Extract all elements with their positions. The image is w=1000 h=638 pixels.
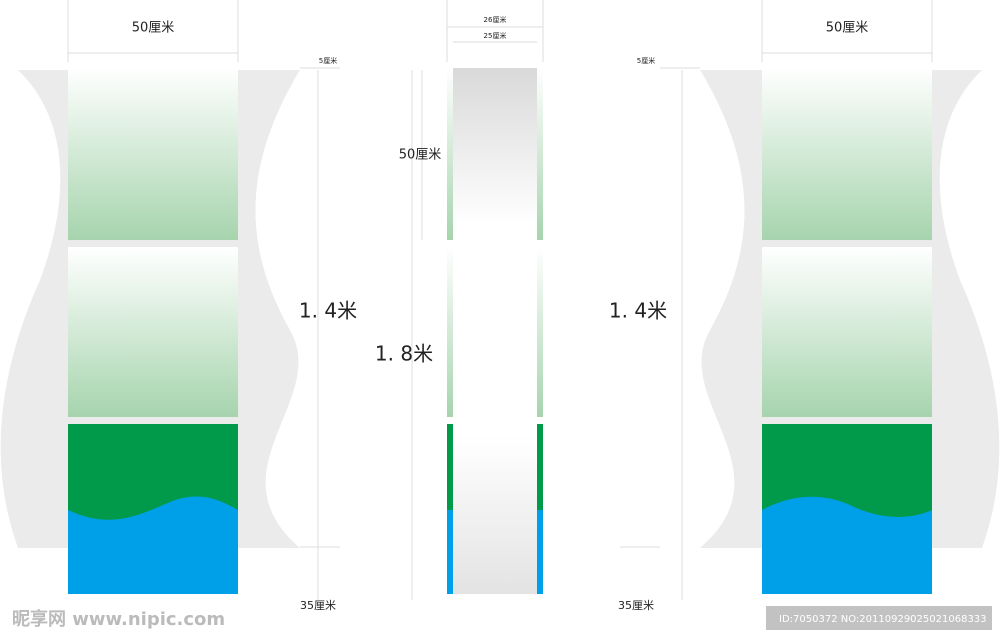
center-panel bbox=[447, 68, 543, 594]
outer-width-label: 26厘米 bbox=[484, 15, 507, 24]
bottom-label: 35厘米 bbox=[618, 599, 654, 612]
right-panel bbox=[762, 68, 932, 594]
margin-label: 5厘米 bbox=[319, 56, 337, 65]
margin-label: 5厘米 bbox=[637, 56, 655, 65]
right-silhouette-cut bbox=[660, 70, 745, 548]
watermark-id: ID:7050372 NO:20110929025021068333 bbox=[779, 614, 987, 625]
height-label: 1. 8米 bbox=[375, 342, 433, 366]
bottom-label: 35厘米 bbox=[300, 599, 336, 612]
left-silhouette-cut bbox=[255, 70, 340, 548]
watermark-bg bbox=[766, 606, 992, 630]
watermark-logo: 昵享网 www.nipic.com bbox=[12, 608, 225, 630]
height-label: 1. 4米 bbox=[609, 299, 667, 323]
height-label: 1. 4米 bbox=[299, 299, 357, 323]
width-label: 50厘米 bbox=[132, 21, 175, 36]
width-label: 50厘米 bbox=[826, 21, 869, 36]
inner-width-label: 25厘米 bbox=[484, 31, 507, 40]
section-label: 50厘米 bbox=[399, 148, 442, 163]
left-panel bbox=[68, 68, 238, 594]
dimension-lines bbox=[67, 0, 933, 600]
